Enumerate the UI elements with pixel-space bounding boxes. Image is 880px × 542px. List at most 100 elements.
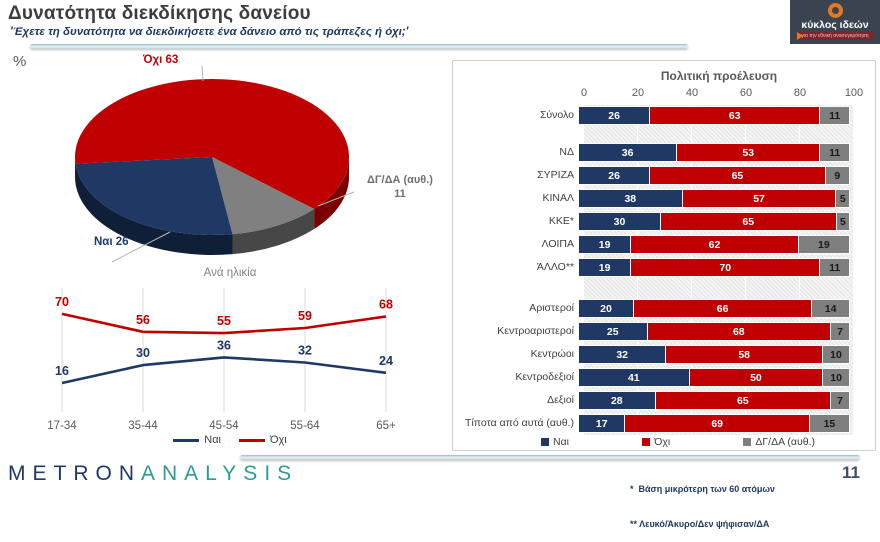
bar-chart-legend: Ναι Όχι ΔΓ/ΔΑ (αυθ.) (541, 436, 815, 448)
bar-row: Κεντροδεξιοί 41 50 10 (453, 368, 854, 387)
bar-segment-Όχι: 66 (633, 300, 812, 317)
bar-segment-ΔΓ/ΔΑ (αυθ.): 5 (835, 213, 849, 230)
bar-row: ΆΛΛΟ** 19 70 11 (453, 258, 854, 277)
line-chart: 17-34 35-44 45-54 55-64 65+ 16 30 36 32 24 70 56 55 5… (47, 288, 396, 432)
line-series-Όχι (61, 312, 387, 335)
bar-segment-Όχι: 69 (624, 415, 809, 432)
bar-segment-Όχι: 53 (676, 144, 820, 161)
pie-leader-line-yes (111, 231, 171, 263)
x-axis-label: 17-34 (47, 420, 77, 432)
political-origin-panel: Πολιτική προέλευση 0 20 40 60 80 100 Σύνολο 26… (452, 60, 876, 451)
bar-row: ΛΟΙΠΑ 19 62 19 (453, 235, 854, 254)
header-divider (30, 44, 688, 49)
page-number: 11 (842, 463, 860, 482)
bar-row: Αριστεροί 20 66 14 (453, 299, 854, 318)
logo-tagline: για την εθνική ανασυγκρότηση (797, 32, 873, 40)
legend-line-swatch (239, 438, 265, 442)
bar-segment-Ναι: 32 (579, 346, 666, 363)
bar-rows: Σύνολο 26 63 11 ΝΔ 36 53 11 ΣΥΡΙΖΑ 26 65 9 ΚΙΝΑΛ 38 57… (453, 106, 854, 438)
axis-tick-label: 60 (739, 87, 753, 99)
pie-leader-line-dk (317, 191, 355, 207)
legend-item-Ναι: Ναι (541, 436, 569, 448)
bar-row: Τίποτα από αυτά (αυθ.) 17 69 15 (453, 414, 854, 433)
pie-slice-side (75, 163, 233, 255)
bar-segment-Ναι: 25 (579, 323, 647, 340)
bar-segment-ΔΓ/ΔΑ (αυθ.): 11 (819, 107, 849, 124)
footer-divider (240, 455, 860, 460)
legend-label: ΔΓ/ΔΑ (αυθ.) (755, 436, 815, 448)
legend-item-Όχι: Όχι (239, 434, 287, 446)
bar-track: 25 68 7 (578, 322, 850, 341)
legend-line-swatch (173, 438, 200, 442)
data-label: 70 (55, 295, 69, 309)
bar-row: Σύνολο 26 63 11 (453, 106, 854, 125)
legend-label: Ναι (204, 434, 221, 446)
data-label: 36 (217, 338, 231, 352)
bar-category-label: Κεντροδεξιοί (515, 371, 574, 383)
bar-segment-ΔΓ/ΔΑ (αυθ.): 5 (835, 190, 849, 207)
orange-ring-icon (827, 3, 843, 18)
bar-segment-Όχι: 65 (654, 392, 831, 409)
bar-category-label: Σύνολο (539, 109, 574, 121)
data-label: 68 (379, 298, 393, 312)
bar-track: 28 65 7 (578, 391, 850, 410)
bar-row: Κεντροαριστεροί 25 68 7 (453, 322, 854, 341)
pie-label-no: Όχι 63 (143, 54, 179, 66)
bar-track: 30 65 5 (578, 212, 850, 231)
bar-segment-Όχι: 65 (660, 213, 836, 230)
line-chart-title: Ανά ηλικία (203, 267, 257, 279)
bar-segment-Ναι: 20 (579, 300, 633, 317)
legend-label: Όχι (270, 434, 287, 446)
footnote-1: * Βάση μικρότερη των 60 ατόμων (630, 484, 775, 494)
bar-segment-Ναι: 26 (579, 167, 650, 184)
bar-segment-ΔΓ/ΔΑ (αυθ.): 19 (797, 236, 849, 253)
kyklos-ideon-logo: κύκλος ιδεών για την εθνική ανασυγκρότησ… (790, 0, 880, 44)
bar-segment-ΔΓ/ΔΑ (αυθ.): 7 (830, 323, 849, 340)
bar-track: 32 58 10 (578, 345, 850, 364)
page-subtitle: 'Έχετε τη δυνατότητα να διεκδικήσετε ένα… (10, 26, 409, 38)
pie-chart (74, 65, 355, 263)
bar-row: ΚΙΝΑΛ 38 57 5 (453, 189, 854, 208)
legend-label: Ναι (553, 436, 569, 448)
pie-slice-side (74, 157, 76, 184)
bar-track: 19 62 19 (578, 235, 850, 254)
metron-analysis-logo: METRONANALYSIS (8, 462, 299, 485)
bar-row: ΣΥΡΙΖΑ 26 65 9 (453, 166, 854, 185)
bar-segment-ΔΓ/ΔΑ (αυθ.): 11 (819, 259, 849, 276)
bar-segment-Ναι: 30 (579, 213, 660, 230)
x-axis-label: 65+ (376, 420, 396, 432)
pie-slice (74, 79, 349, 209)
legend-square-swatch (743, 438, 752, 446)
page-title: Δυνατότητα διεκδίκησης δανείου (8, 3, 311, 24)
legend-item-ΔΓ/ΔΑ (αυθ.): ΔΓ/ΔΑ (αυθ.) (743, 436, 815, 448)
bar-category-label: ΣΥΡΙΖΑ (537, 169, 574, 181)
bar-segment-Όχι: 58 (665, 346, 822, 363)
bar-segment-ΔΓ/ΔΑ (αυθ.): 11 (819, 144, 849, 161)
data-label: 32 (298, 344, 312, 358)
bar-segment-Ναι: 28 (579, 392, 655, 409)
bar-category-label: ΚΙΝΑΛ (542, 192, 574, 204)
bar-track: 17 69 15 (578, 414, 850, 433)
pie-slice (212, 157, 315, 235)
bar-segment-Ναι: 19 (579, 236, 631, 253)
bar-segment-ΔΓ/ΔΑ (αυθ.): 10 (821, 346, 849, 363)
line-series-Ναι (61, 356, 387, 385)
bar-segment-Ναι: 17 (579, 415, 625, 432)
bar-row: Κεντρώοι 32 58 10 (453, 345, 854, 364)
bar-category-label: Δεξιοί (547, 394, 574, 406)
axis-tick-label: 100 (844, 87, 864, 99)
x-axis-label: 55-64 (290, 420, 320, 432)
x-axis-label: 35-44 (128, 420, 158, 432)
pie-slice-side (232, 208, 315, 255)
footnote-2: ** Λευκό/Άκυρο/Δεν ψήφισαν/ΔΑ (630, 518, 770, 529)
bar-category-label: ΚΚΕ* (548, 215, 574, 227)
bar-segment-Όχι: 62 (630, 236, 798, 253)
bar-segment-ΔΓ/ΔΑ (αυθ.): 14 (811, 300, 849, 317)
axis-tick-label: 40 (685, 87, 699, 99)
bar-track: 26 63 11 (578, 106, 850, 125)
bar-segment-Όχι: 63 (649, 107, 820, 124)
legend-square-swatch (541, 438, 549, 446)
data-label: 30 (136, 346, 150, 360)
arrow-icon (797, 32, 803, 40)
bar-segment-ΔΓ/ΔΑ (αυθ.): 9 (824, 167, 849, 184)
